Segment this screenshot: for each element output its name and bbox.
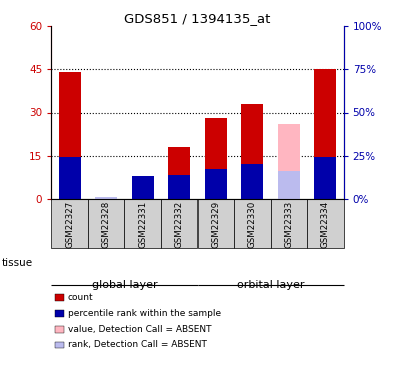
- Bar: [314, 158, 336, 199]
- Bar: [51, 199, 88, 248]
- Bar: [241, 164, 263, 199]
- Text: GSM22328: GSM22328: [102, 201, 111, 249]
- Bar: [278, 171, 300, 199]
- Bar: [307, 199, 344, 248]
- Text: rank, Detection Call = ABSENT: rank, Detection Call = ABSENT: [68, 340, 207, 350]
- Text: count: count: [68, 293, 94, 302]
- Bar: [59, 72, 81, 199]
- Bar: [205, 170, 227, 199]
- Bar: [124, 199, 161, 248]
- Bar: [234, 199, 271, 248]
- Bar: [88, 199, 124, 248]
- Text: GSM22334: GSM22334: [321, 201, 330, 249]
- Bar: [168, 147, 190, 199]
- Bar: [314, 69, 336, 199]
- Text: GSM22331: GSM22331: [138, 201, 147, 249]
- Bar: [132, 176, 154, 199]
- Text: GSM22330: GSM22330: [248, 201, 257, 249]
- Text: tissue: tissue: [2, 258, 33, 267]
- Text: GSM22332: GSM22332: [175, 201, 184, 249]
- Bar: [198, 199, 234, 248]
- Text: orbital layer: orbital layer: [237, 280, 304, 290]
- Bar: [168, 175, 190, 199]
- Text: percentile rank within the sample: percentile rank within the sample: [68, 309, 221, 318]
- Text: GSM22327: GSM22327: [65, 201, 74, 249]
- Text: value, Detection Call = ABSENT: value, Detection Call = ABSENT: [68, 325, 211, 334]
- Bar: [278, 124, 300, 199]
- Bar: [241, 104, 263, 199]
- Bar: [95, 197, 117, 199]
- Bar: [59, 158, 81, 199]
- Text: GSM22333: GSM22333: [284, 201, 293, 249]
- Bar: [205, 118, 227, 199]
- Bar: [161, 199, 198, 248]
- Title: GDS851 / 1394135_at: GDS851 / 1394135_at: [124, 12, 271, 25]
- Bar: [271, 199, 307, 248]
- Text: global layer: global layer: [92, 280, 157, 290]
- Text: GSM22329: GSM22329: [211, 201, 220, 248]
- Bar: [132, 176, 154, 199]
